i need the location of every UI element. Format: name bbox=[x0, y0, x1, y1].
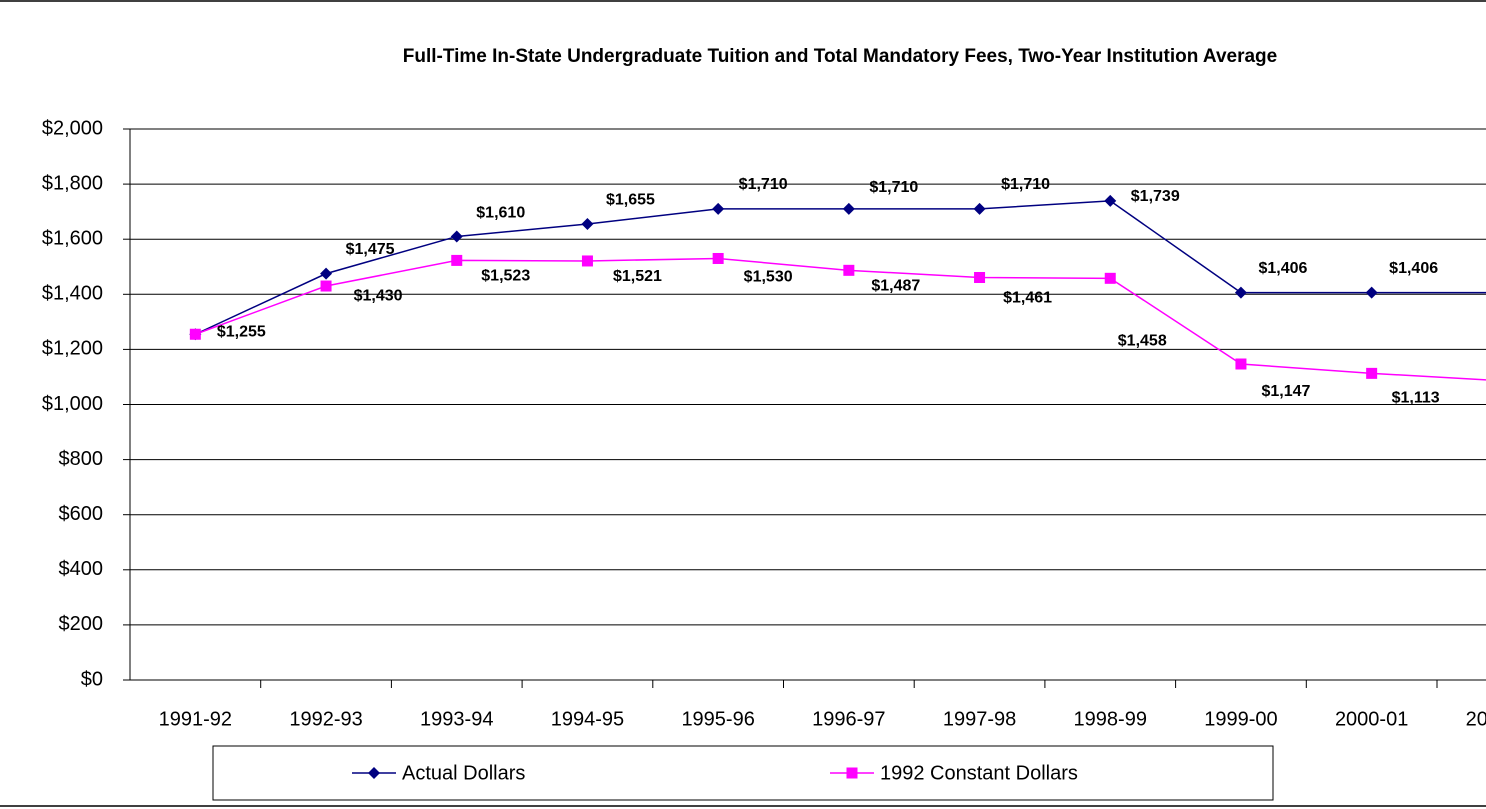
value-label: $1,406 bbox=[1389, 260, 1438, 277]
marker bbox=[450, 230, 463, 243]
marker bbox=[712, 202, 725, 215]
marker bbox=[843, 264, 855, 276]
marker bbox=[1104, 272, 1116, 284]
value-label: $1,710 bbox=[1001, 176, 1050, 193]
value-label: $1,113 bbox=[1392, 390, 1440, 407]
marker bbox=[581, 218, 594, 231]
marker bbox=[1104, 194, 1117, 207]
y-tick-label: $1,600 bbox=[42, 227, 103, 249]
value-label: $1,147 bbox=[1261, 383, 1310, 400]
y-tick-label: $1,000 bbox=[42, 393, 103, 415]
marker bbox=[320, 280, 332, 292]
x-tick-label: 1997-98 bbox=[943, 708, 1016, 730]
value-label: $1,710 bbox=[869, 179, 918, 196]
x-tick-label: 1996-97 bbox=[812, 708, 885, 730]
marker bbox=[1365, 286, 1378, 299]
marker bbox=[712, 252, 724, 264]
x-tick-label: 2001-02 bbox=[1466, 708, 1486, 730]
x-tick-label: 1999-00 bbox=[1204, 708, 1277, 730]
legend-label: 1992 Constant Dollars bbox=[880, 762, 1078, 784]
value-label: $1,739 bbox=[1131, 188, 1180, 205]
x-tick-label: 1995-96 bbox=[681, 708, 754, 730]
y-tick-label: $200 bbox=[59, 613, 104, 635]
value-label: $1,461 bbox=[1003, 290, 1052, 307]
y-tick-label: $0 bbox=[81, 668, 103, 690]
value-label: $1,487 bbox=[871, 278, 920, 295]
value-label: $1,406 bbox=[1258, 260, 1307, 277]
value-label: $1,530 bbox=[744, 269, 793, 286]
marker bbox=[189, 328, 201, 340]
x-tick-label: 1991-92 bbox=[159, 708, 232, 730]
value-label: $1,521 bbox=[613, 268, 662, 285]
marker bbox=[581, 255, 593, 267]
y-tick-label: $1,800 bbox=[42, 172, 103, 194]
value-label: $1,523 bbox=[481, 268, 530, 285]
y-tick-label: $1,200 bbox=[42, 338, 103, 360]
marker bbox=[320, 267, 333, 280]
marker bbox=[1234, 286, 1247, 299]
x-tick-label: 1992-93 bbox=[289, 708, 362, 730]
y-tick-label: $600 bbox=[59, 503, 104, 525]
legend-label: Actual Dollars bbox=[402, 762, 525, 784]
y-tick-label: $400 bbox=[59, 558, 104, 580]
value-label: $1,430 bbox=[354, 287, 403, 304]
value-label: $1,255 bbox=[217, 323, 266, 340]
marker bbox=[842, 202, 855, 215]
marker bbox=[973, 202, 986, 215]
x-tick-label: 1993-94 bbox=[420, 708, 493, 730]
y-tick-label: $1,400 bbox=[42, 283, 103, 305]
legend-marker bbox=[846, 767, 858, 779]
x-tick-label: 2000-01 bbox=[1335, 708, 1408, 730]
marker bbox=[451, 254, 463, 266]
x-tick-label: 1998-99 bbox=[1074, 708, 1147, 730]
marker bbox=[1366, 367, 1378, 379]
value-label: $1,458 bbox=[1118, 333, 1167, 350]
legend-marker bbox=[368, 767, 380, 779]
value-label: $1,475 bbox=[346, 241, 395, 258]
value-label: $1,655 bbox=[606, 191, 655, 208]
x-tick-label: 1994-95 bbox=[551, 708, 624, 730]
marker bbox=[974, 271, 986, 283]
marker bbox=[1235, 358, 1247, 370]
y-tick-label: $2,000 bbox=[42, 117, 103, 139]
value-label: $1,710 bbox=[739, 176, 788, 193]
value-label: $1,610 bbox=[476, 205, 525, 222]
chart-title: Full-Time In-State Undergraduate Tuition… bbox=[403, 46, 1277, 67]
y-tick-label: $800 bbox=[59, 448, 104, 470]
